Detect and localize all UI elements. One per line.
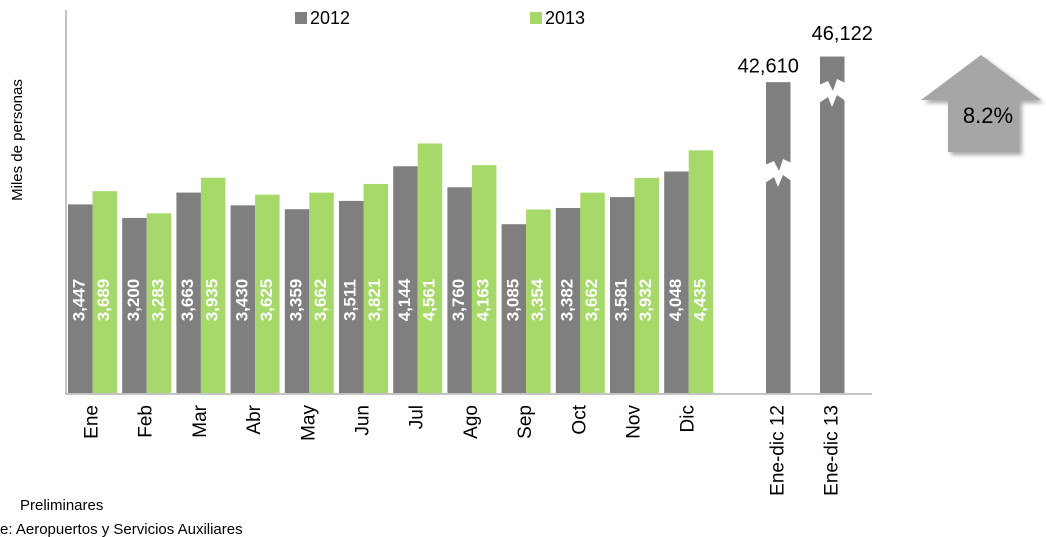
data-label: 3,511 bbox=[341, 279, 360, 321]
data-label: 3,689 bbox=[94, 279, 113, 322]
x-tick-label: Oct bbox=[569, 404, 590, 434]
data-label: 4,048 bbox=[666, 279, 685, 322]
bar bbox=[92, 191, 117, 393]
axis-break bbox=[765, 159, 792, 187]
legend-swatch bbox=[530, 12, 542, 24]
data-label: 3,663 bbox=[178, 279, 197, 322]
data-label: 3,932 bbox=[636, 279, 655, 322]
data-label: 4,561 bbox=[419, 279, 438, 322]
arrow-icon bbox=[921, 55, 1041, 152]
bar bbox=[417, 143, 443, 393]
bar bbox=[200, 177, 226, 393]
data-label: 3,760 bbox=[449, 279, 468, 322]
bar bbox=[339, 200, 364, 393]
bar bbox=[176, 192, 201, 393]
bar bbox=[580, 192, 605, 393]
x-tick-label: Sep bbox=[515, 405, 536, 439]
bar bbox=[122, 217, 147, 393]
data-label: 3,662 bbox=[311, 279, 330, 322]
x-tick-label: Ene bbox=[82, 405, 103, 439]
y-axis-label: Miles de personas bbox=[9, 79, 26, 201]
bar bbox=[471, 165, 497, 393]
note: e: Aeropuertos y Servicios Auxiliares bbox=[0, 521, 243, 537]
bar bbox=[610, 197, 635, 393]
bar bbox=[555, 207, 581, 393]
bar bbox=[255, 194, 280, 393]
x-tick-label: Feb bbox=[136, 405, 157, 438]
data-label: 3,359 bbox=[287, 279, 306, 322]
bar bbox=[363, 183, 388, 393]
data-label: 3,821 bbox=[365, 279, 384, 322]
annotation: 8.2% bbox=[963, 103, 1013, 128]
data-label: 3,935 bbox=[203, 279, 222, 322]
total-bar bbox=[820, 56, 845, 394]
x-tick-label: Ago bbox=[461, 405, 482, 439]
bar bbox=[146, 213, 172, 393]
bar bbox=[688, 150, 714, 393]
bar bbox=[447, 187, 472, 393]
total-bar bbox=[766, 82, 791, 393]
data-label: 3,447 bbox=[70, 279, 89, 322]
bar bbox=[526, 209, 551, 393]
data-label: 3,662 bbox=[582, 279, 601, 322]
bar bbox=[230, 205, 256, 393]
data-label: 3,430 bbox=[232, 279, 251, 322]
legend-label: 2012 bbox=[310, 8, 350, 28]
x-tick-label: Dic bbox=[678, 405, 699, 432]
x-tick-label: Mar bbox=[190, 404, 211, 437]
bar bbox=[501, 224, 527, 393]
data-label: 3,625 bbox=[257, 279, 276, 322]
data-label: 3,382 bbox=[558, 279, 577, 322]
x-tick-label: May bbox=[298, 405, 319, 441]
data-label: 3,085 bbox=[503, 279, 522, 322]
data-label: 4,144 bbox=[395, 278, 414, 321]
x-tick-label: Jun bbox=[353, 405, 374, 436]
data-label: 3,283 bbox=[148, 279, 167, 322]
total-label: 46,122 bbox=[812, 23, 873, 45]
bar bbox=[664, 171, 689, 393]
bar bbox=[284, 209, 310, 393]
x-tick-label: Nov bbox=[624, 405, 645, 439]
data-label: 3,581 bbox=[612, 279, 631, 322]
legend-swatch bbox=[295, 12, 307, 24]
axis-break bbox=[819, 79, 846, 107]
bar bbox=[393, 166, 418, 393]
data-label: 4,435 bbox=[690, 279, 709, 322]
x-tick-label: Jul bbox=[407, 405, 428, 429]
x-tick-label: Ene-dic 12 bbox=[767, 405, 788, 496]
data-label: 4,163 bbox=[474, 279, 493, 322]
x-tick-label: Ene-dic 13 bbox=[821, 405, 842, 496]
data-label: 3,354 bbox=[528, 278, 547, 321]
note: Preliminares bbox=[20, 497, 103, 514]
bar bbox=[634, 177, 659, 393]
data-label: 3,200 bbox=[124, 279, 143, 322]
x-tick-label: Abr bbox=[244, 404, 265, 434]
bar bbox=[68, 204, 93, 393]
bar bbox=[309, 192, 334, 393]
legend-label: 2013 bbox=[545, 8, 585, 28]
total-label: 42,610 bbox=[738, 55, 799, 77]
